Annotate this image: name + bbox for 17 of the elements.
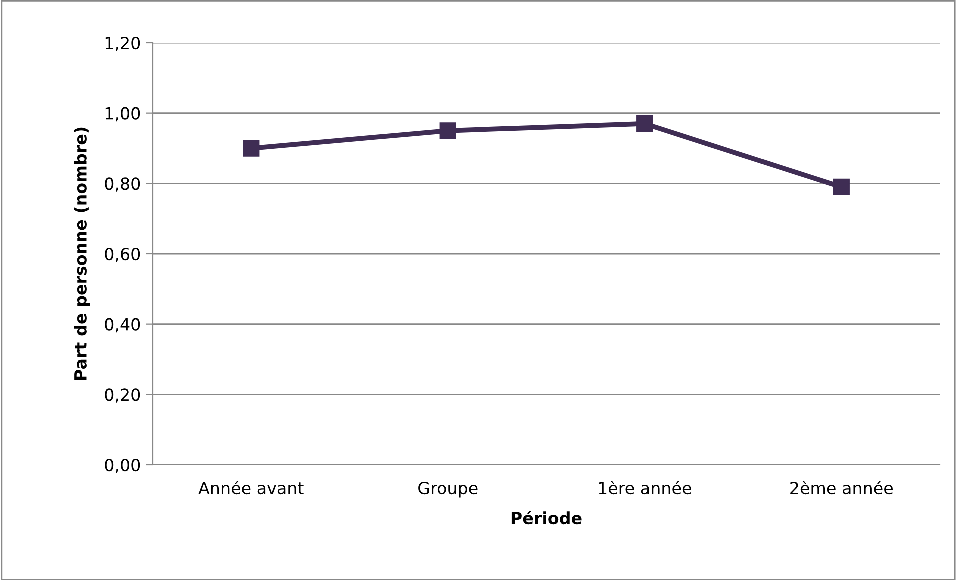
y-axis-title: Part de personne (nombre) <box>74 128 90 380</box>
y-tick-label: 0,40 <box>105 318 140 333</box>
y-tick-label: 1,20 <box>106 36 140 52</box>
y-tick-label: 0,60 <box>105 248 140 262</box>
y-tick-label: 0,20 <box>105 388 140 403</box>
point <box>243 140 260 157</box>
x-tick-label: Groupe <box>418 482 478 498</box>
y-tick-label: 0,00 <box>105 458 140 474</box>
point <box>636 116 654 132</box>
x-tick-label: 2ème année <box>790 481 893 495</box>
x-tick-label: 1ère année <box>599 481 692 495</box>
y-tick-label: 1,00 <box>106 107 140 122</box>
x-axis-title: Période <box>512 511 582 525</box>
x-tick-label: Année avant <box>198 481 304 495</box>
y-tick-label: 0,80 <box>105 178 140 192</box>
point <box>440 122 456 140</box>
point <box>833 178 850 196</box>
